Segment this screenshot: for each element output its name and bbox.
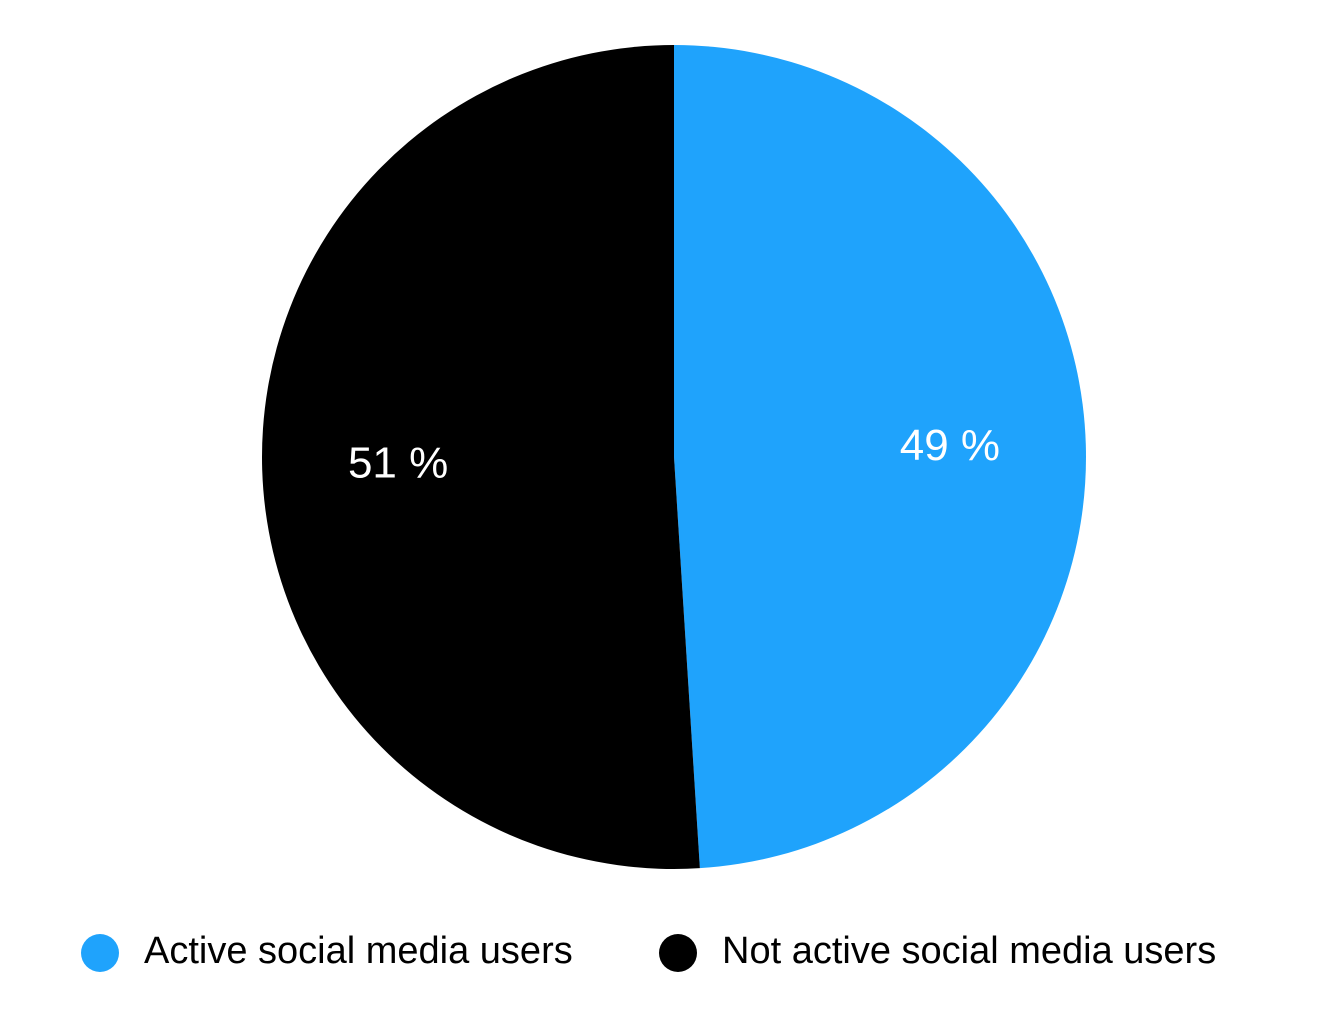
pie-slices bbox=[261, 45, 1086, 869]
slice-value-label-1: 49 % bbox=[900, 421, 1000, 470]
legend-label-2: Not active social media users bbox=[722, 930, 1216, 972]
chart-legend: Active social media users Not active soci… bbox=[81, 930, 1216, 972]
slice-value-label-2: 51 % bbox=[348, 438, 448, 487]
pie-slice-1 bbox=[674, 45, 1086, 869]
legend-item-1: Active social media users bbox=[81, 930, 573, 972]
legend-swatch-2 bbox=[659, 934, 697, 972]
pie-slice-2 bbox=[261, 45, 700, 869]
pie-slice-labels: 49 % 51 % bbox=[348, 421, 1000, 487]
legend-item-2: Not active social media users bbox=[659, 930, 1216, 972]
legend-swatch-1 bbox=[81, 934, 119, 972]
legend-label-1: Active social media users bbox=[144, 930, 573, 972]
